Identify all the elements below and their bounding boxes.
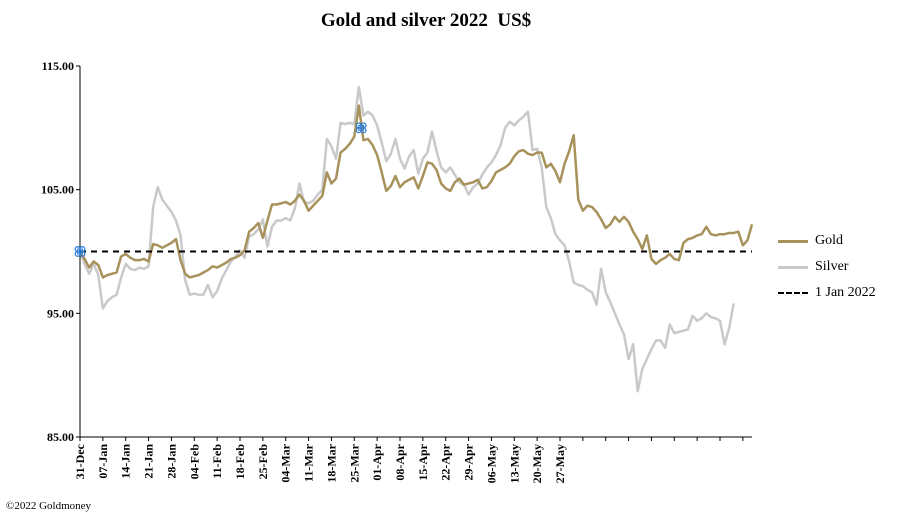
legend-label-gold: Gold <box>815 233 843 248</box>
pin-icon-core <box>358 124 365 131</box>
copyright-text: ©2022 Goldmoney <box>6 500 92 512</box>
y-tick-label: 105.00 <box>41 183 74 197</box>
x-tick-label: 11-Feb <box>210 444 224 479</box>
legend-item-baseline: 1 Jan 2022 <box>778 280 876 306</box>
x-tick-label: 04-Feb <box>187 444 201 480</box>
x-tick-label: 18-Mar <box>324 443 338 482</box>
x-tick-label: 01-Apr <box>370 443 384 480</box>
x-tick-label: 06-May <box>484 444 498 483</box>
x-tick-label: 04-Mar <box>279 443 293 482</box>
x-tick-label: 28-Jan <box>164 444 178 479</box>
series-line-silver <box>78 85 735 393</box>
legend-label-silver: Silver <box>815 259 849 274</box>
pin-icon <box>74 246 86 257</box>
y-tick-labels: 115.00 105.00 95.00 85.00 <box>41 59 80 444</box>
y-tick-label: 115.00 <box>42 59 74 73</box>
x-tick-label: 27-May <box>553 444 567 483</box>
x-tick-label: 18-Feb <box>233 444 247 480</box>
x-tick-label: 25-Mar <box>347 443 361 482</box>
x-tick-labels: 31-Dec 07-Jan 14-Jan 21-Jan 28-Jan 04-Feb 11-F… <box>73 437 744 483</box>
x-tick-label: 11-Mar <box>302 443 316 482</box>
legend-swatch-gold <box>778 239 808 243</box>
x-tick-label: 29-Apr <box>462 443 476 480</box>
x-tick-label: 08-Apr <box>393 443 407 480</box>
x-tick-label: 15-Apr <box>416 443 430 480</box>
legend: Gold Silver 1 Jan 2022 <box>778 228 876 306</box>
pin-icon-core <box>77 248 83 255</box>
legend-item-gold: Gold <box>778 228 876 254</box>
series-layer <box>78 85 754 393</box>
pin-icon <box>355 122 367 134</box>
series-line-gold <box>78 104 754 279</box>
legend-swatch-silver <box>778 265 808 269</box>
x-tick-label: 31-Dec <box>73 443 87 479</box>
x-tick-label: 25-Feb <box>256 444 270 480</box>
y-tick-label: 85.00 <box>47 430 74 444</box>
legend-item-silver: Silver <box>778 254 876 280</box>
y-tick-label: 95.00 <box>47 306 74 320</box>
x-tick-label: 14-Jan <box>119 444 133 479</box>
x-tick-label: 13-May <box>507 444 521 483</box>
x-tick-label: 07-Jan <box>96 444 110 479</box>
marker-layer <box>74 122 367 257</box>
legend-label-baseline: 1 Jan 2022 <box>815 285 876 300</box>
x-tick-label: 20-May <box>530 444 544 483</box>
legend-swatch-baseline <box>778 292 808 294</box>
chart-title: Gold and silver 2022 US$ <box>320 10 532 31</box>
x-tick-label: 21-Jan <box>142 444 156 479</box>
x-tick-label: 22-Apr <box>439 443 453 480</box>
